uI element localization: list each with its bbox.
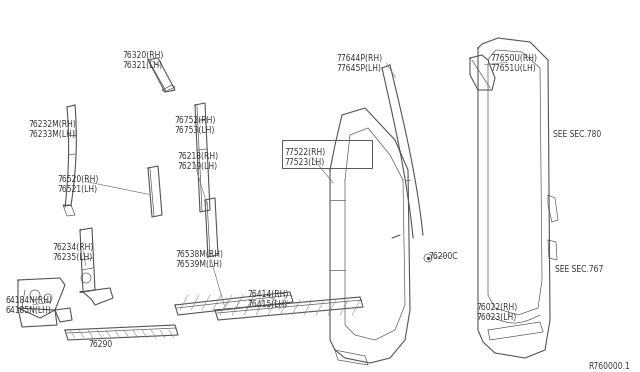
Text: 76290: 76290 xyxy=(88,340,112,349)
Text: 76320(RH)
76321(LH): 76320(RH) 76321(LH) xyxy=(122,51,163,70)
Text: SEE SEC.780: SEE SEC.780 xyxy=(553,130,601,139)
Text: 76022(RH)
76023(LH): 76022(RH) 76023(LH) xyxy=(476,303,517,323)
Text: 76520(RH)
76521(LH): 76520(RH) 76521(LH) xyxy=(57,175,99,195)
Text: 76752(RH)
76753(LH): 76752(RH) 76753(LH) xyxy=(174,116,216,135)
Text: 76200C: 76200C xyxy=(428,252,458,261)
Text: 76234(RH)
76235(LH): 76234(RH) 76235(LH) xyxy=(52,243,93,262)
Bar xyxy=(282,140,372,168)
Text: 76414(RH)
76415(LH): 76414(RH) 76415(LH) xyxy=(247,290,289,310)
Text: 77644P(RH)
77645P(LH): 77644P(RH) 77645P(LH) xyxy=(336,54,382,73)
Text: SEE SEC.767: SEE SEC.767 xyxy=(555,265,604,274)
Text: 77522(RH)
77523(LH): 77522(RH) 77523(LH) xyxy=(284,148,325,167)
Text: 64184N(RH)
64185N(LH): 64184N(RH) 64185N(LH) xyxy=(5,296,52,315)
Text: 76218(RH)
76219(LH): 76218(RH) 76219(LH) xyxy=(177,152,218,171)
Text: 77650U(RH)
77651U(LH): 77650U(RH) 77651U(LH) xyxy=(490,54,537,73)
Text: 76232M(RH)
76233M(LH): 76232M(RH) 76233M(LH) xyxy=(28,120,76,140)
Text: 76538M(RH)
76539M(LH): 76538M(RH) 76539M(LH) xyxy=(175,250,223,269)
Text: R760000.1: R760000.1 xyxy=(588,362,630,371)
